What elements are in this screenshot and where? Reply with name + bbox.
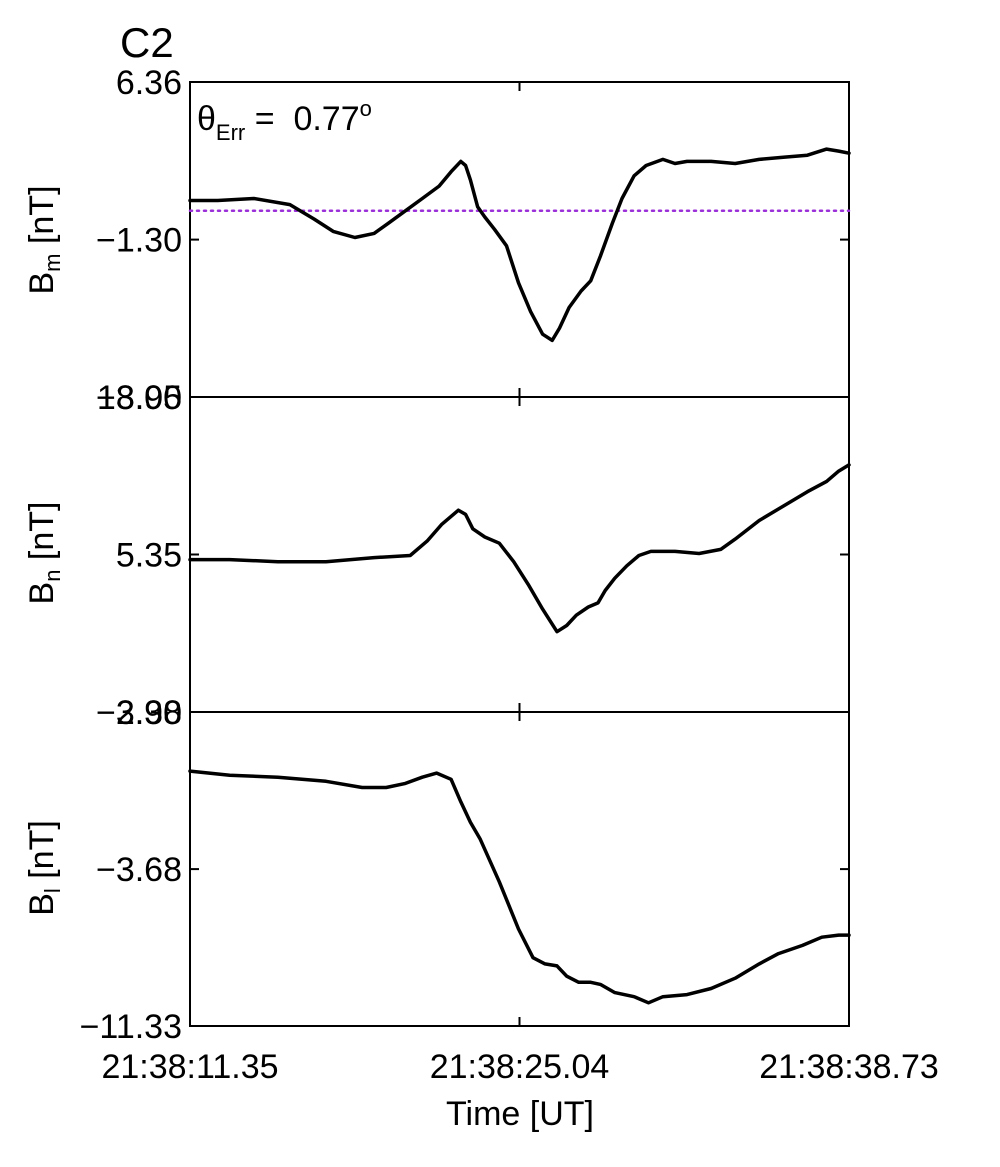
series-line-bm [188, 147, 851, 343]
panel-bl: 3.98 −3.68 −11.33 [80, 694, 851, 1046]
panel-frame-bl [189, 711, 850, 1027]
x-axis-ticks: 21:38:11.35 21:38:25.04 21:38:38.73 [101, 1048, 938, 1086]
ylabel-bm: Bm [nT] [23, 185, 65, 294]
theta-symbol: θ [197, 100, 216, 138]
theta-error-value: 0.77 [293, 100, 359, 138]
panel-bn: 13.00 5.35 −2.30 [96, 379, 851, 732]
ytick-label: −11.33 [80, 1008, 182, 1046]
ytick-label: −2.30 [96, 694, 182, 732]
ytick-label: 3.98 [116, 694, 182, 732]
ytick-label: −3.68 [96, 851, 182, 889]
panel-label: C2 [120, 19, 174, 66]
panel-frame-bn [189, 396, 850, 713]
annotation-equals: = [245, 100, 293, 138]
ytick-label: −8.95 [96, 379, 182, 417]
ytick-label: 13.00 [97, 379, 182, 417]
degree-superscript: o [360, 96, 372, 121]
theta-subscript: Err [216, 120, 245, 145]
ylabel-bl: Bl [nT] [23, 820, 65, 916]
theta-error-annotation: θErr = 0.77o [197, 96, 372, 145]
ylabel-bn: Bn [nT] [23, 502, 65, 605]
series-line-bl [188, 769, 851, 1005]
panel-bm: 6.36 −1.30 −8.95 [96, 64, 851, 417]
xtick-label: 21:38:25.04 [430, 1048, 610, 1086]
ytick-label: 5.35 [116, 537, 182, 575]
xtick-label: 21:38:38.73 [759, 1048, 939, 1086]
ytick-label: −1.30 [96, 222, 182, 260]
x-axis-label: Time [UT] [446, 1095, 594, 1133]
xtick-label: 21:38:11.35 [101, 1048, 278, 1086]
series-line-bn [188, 463, 851, 634]
ytick-label: 6.36 [116, 64, 182, 102]
